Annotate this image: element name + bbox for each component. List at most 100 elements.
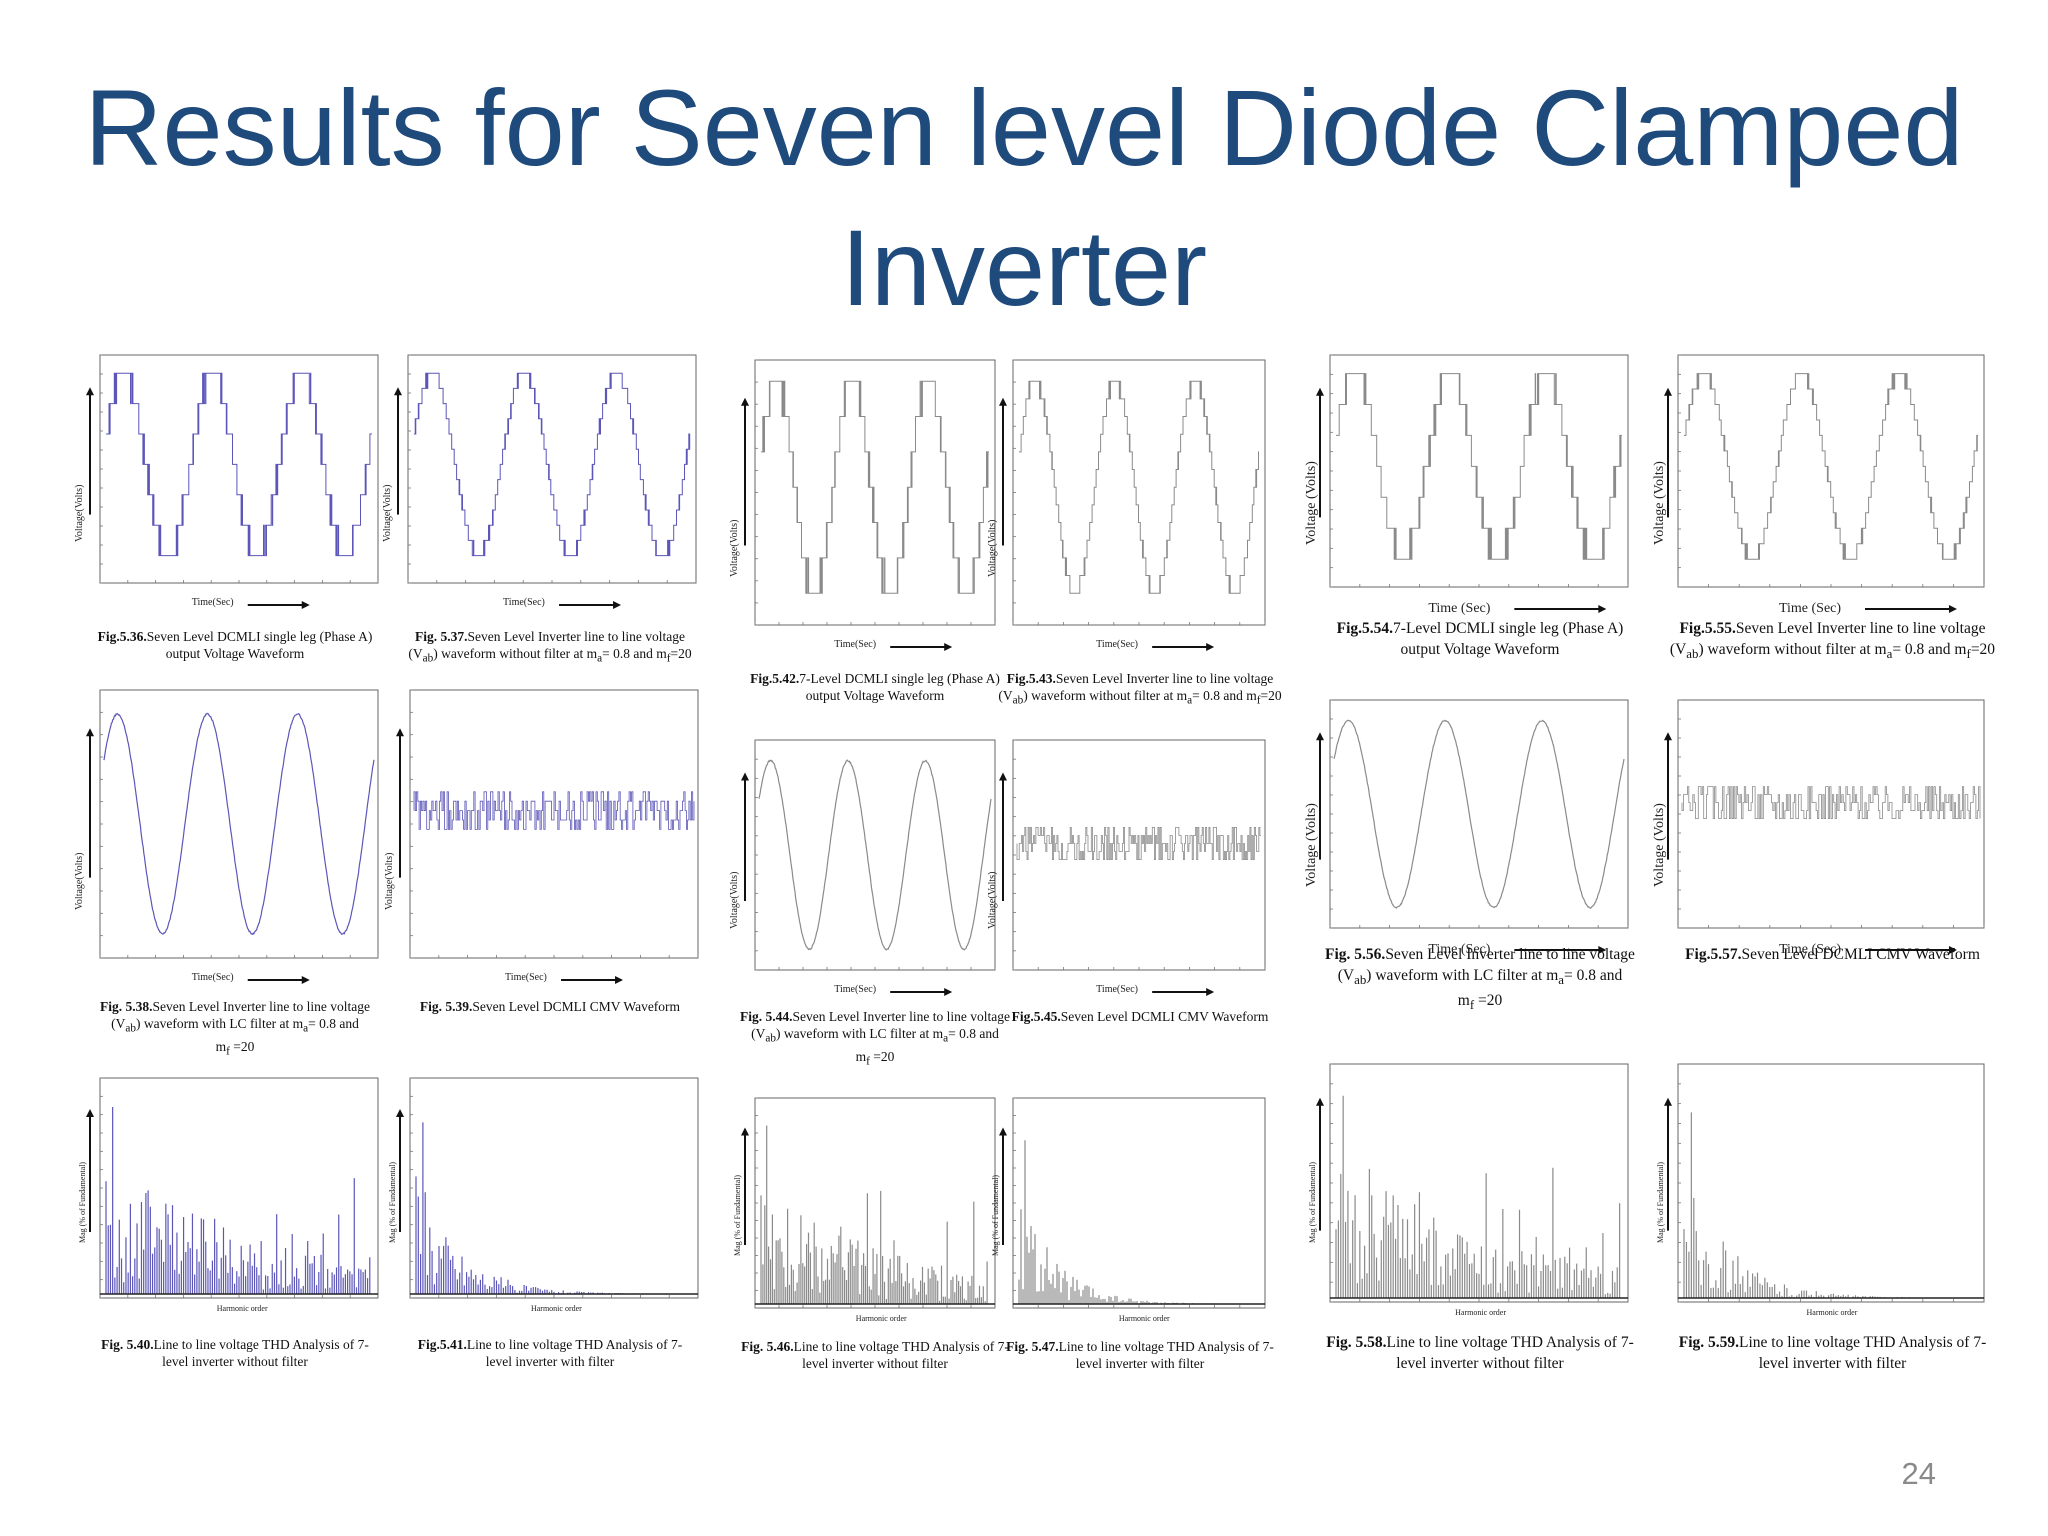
plot-frame bbox=[1329, 699, 1629, 929]
plot-5-46 bbox=[741, 1097, 996, 1309]
figure-5-41: Harmonic order Mag (% of Fundamental) bbox=[382, 1070, 710, 1340]
plot-5-42 bbox=[741, 359, 996, 651]
plot-5-41 bbox=[396, 1077, 699, 1299]
plot-frame bbox=[1012, 359, 1266, 626]
y-axis-label: Voltage(Volts) bbox=[729, 519, 740, 578]
waveform bbox=[1336, 373, 1622, 560]
caption-5-57: Fig.5.57.Seven Level DCMLI CMV Waveform bbox=[1685, 946, 1980, 963]
x-axis-label: Time (Sec) bbox=[1778, 942, 1842, 957]
figure-5-40: Harmonic order Mag (% of Fundamental) bbox=[72, 1070, 390, 1340]
plot-5-55 bbox=[1664, 354, 1985, 613]
y-axis-label: Voltage(Volts) bbox=[987, 871, 998, 929]
caption-5-43: Fig.5.43.Seven Level Inverter line to li… bbox=[998, 671, 1282, 707]
x-axis-label: Time(Sec) bbox=[1096, 639, 1139, 650]
y-axis-label: Mag (% of Fundamental) bbox=[733, 1174, 742, 1256]
caption-5-40: Fig. 5.40.Line to line voltage THD Analy… bbox=[101, 1337, 369, 1369]
y-axis-label: Voltage (Volts) bbox=[1652, 461, 1667, 546]
caption-5-54: Fig.5.54.7-Level DCMLI single leg (Phase… bbox=[1336, 620, 1624, 658]
waveform bbox=[761, 380, 989, 594]
figure-5-46: Harmonic order Mag (% of Fundamental) bbox=[727, 1090, 1007, 1350]
caption-5-47: Fig. 5.47.Line to line voltage THD Analy… bbox=[1006, 1339, 1274, 1371]
plot-frame bbox=[754, 739, 996, 971]
caption-5-37: Fig. 5.37.Seven Level Inverter line to l… bbox=[408, 629, 692, 665]
plot-frame bbox=[1012, 1097, 1266, 1309]
x-axis-label: Time(Sec) bbox=[834, 984, 877, 995]
x-axis-label: Time(Sec) bbox=[191, 597, 234, 608]
caption-5-41: Fig.5.41.Line to line voltage THD Analys… bbox=[417, 1337, 683, 1369]
caption-5-42: Fig.5.42.7-Level DCMLI single leg (Phase… bbox=[750, 671, 1000, 703]
plot-frame bbox=[1677, 354, 1985, 588]
caption-5-59: Fig. 5.59.Line to line voltage THD Analy… bbox=[1678, 1334, 1987, 1372]
y-axis-label: Mag (% of Fundamental) bbox=[991, 1174, 1000, 1256]
x-axis-label: Time (Sec) bbox=[1778, 601, 1842, 616]
waveform bbox=[1684, 373, 1978, 560]
x-axis-label: Time(Sec) bbox=[1096, 984, 1139, 995]
plot-5-54 bbox=[1316, 354, 1629, 613]
figure-5-44: Time(Sec) Voltage(Volts) bbox=[727, 732, 1007, 1012]
plot-5-39 bbox=[396, 689, 699, 984]
plot-5-56 bbox=[1316, 699, 1629, 954]
waveform bbox=[1019, 380, 1259, 594]
plot-5-37 bbox=[394, 354, 697, 609]
caption-5-45: Fig.5.45.Seven Level DCMLI CMV Waveform bbox=[1011, 1009, 1269, 1024]
plot-5-47 bbox=[999, 1097, 1266, 1309]
figure-5-37: Time(Sec) Voltage(Volts) bbox=[380, 347, 708, 625]
figure-5-58: Harmonic order Mag (% of Fundamental) bbox=[1302, 1056, 1640, 1344]
plot-5-43 bbox=[999, 359, 1266, 651]
x-axis-label: Harmonic order bbox=[1455, 1308, 1507, 1317]
waveform bbox=[413, 791, 695, 830]
plot-frame bbox=[409, 689, 699, 959]
x-axis-label: Time (Sec) bbox=[1428, 942, 1491, 957]
x-axis-label: Harmonic order bbox=[216, 1304, 268, 1313]
x-axis-label: Harmonic order bbox=[530, 1304, 582, 1313]
y-axis-label: Mag (% of Fundamental) bbox=[78, 1161, 87, 1243]
figure-5-47: Harmonic order Mag (% of Fundamental) bbox=[985, 1090, 1277, 1350]
plot-5-45 bbox=[999, 739, 1266, 996]
waveform bbox=[1016, 827, 1261, 860]
figure-5-45: Time(Sec) Voltage(Volts) bbox=[985, 732, 1277, 1012]
x-axis-label: Harmonic order bbox=[1806, 1308, 1858, 1317]
x-axis-label: Time(Sec) bbox=[505, 972, 547, 983]
y-axis-label: Voltage (Volts) bbox=[1304, 803, 1319, 887]
waveform bbox=[106, 372, 372, 557]
caption-5-44: Fig. 5.44.Seven Level Inverter line to l… bbox=[740, 1009, 1010, 1068]
figure-5-42: Time(Sec) Voltage(Volts) bbox=[727, 352, 1007, 667]
y-axis-label: Voltage(Volts) bbox=[987, 519, 998, 578]
figure-5-54: Time (Sec) Voltage (Volts) bbox=[1302, 347, 1640, 629]
y-axis-label: Voltage (Volts) bbox=[1652, 803, 1667, 887]
y-axis-label: Mag (% of Fundamental) bbox=[1656, 1161, 1665, 1243]
plot-5-44 bbox=[741, 739, 996, 996]
plot-frame bbox=[99, 689, 379, 959]
plot-5-36 bbox=[86, 354, 379, 609]
x-axis-label: Time(Sec) bbox=[834, 639, 877, 650]
waveform bbox=[1681, 786, 1981, 819]
waveform bbox=[758, 759, 992, 951]
figure-5-36: Time(Sec) Voltage(Volts) bbox=[72, 347, 390, 625]
page-number: 24 bbox=[1901, 1456, 1936, 1491]
x-axis-label: Harmonic order bbox=[855, 1314, 907, 1323]
y-axis-label: Voltage(Volts) bbox=[382, 484, 393, 542]
x-axis-label: Time (Sec) bbox=[1428, 601, 1491, 616]
figure-5-55: Time (Sec) Voltage (Volts) bbox=[1650, 347, 1996, 629]
figure-5-57: Time (Sec) Voltage (Volts) bbox=[1650, 692, 1996, 970]
caption-5-56: Fig. 5.56.Seven Level Inverter line to l… bbox=[1325, 946, 1635, 1013]
waveform bbox=[1333, 719, 1625, 909]
plot-5-40 bbox=[86, 1077, 379, 1299]
y-axis-label: Voltage(Volts) bbox=[384, 852, 395, 910]
figure-5-39: Time(Sec) Voltage(Volts) bbox=[382, 682, 710, 1000]
figure-5-43: Time(Sec) Voltage(Volts) bbox=[985, 352, 1277, 667]
caption-5-55: Fig.5.55.Seven Level Inverter line to li… bbox=[1669, 620, 1996, 662]
y-axis-label: Voltage (Volts) bbox=[1304, 461, 1319, 546]
waveform bbox=[103, 712, 375, 936]
y-axis-label: Mag (% of Fundamental) bbox=[1308, 1161, 1317, 1243]
plot-5-58 bbox=[1316, 1063, 1629, 1303]
figure-5-38: Time(Sec) Voltage(Volts) bbox=[72, 682, 390, 1000]
y-axis-label: Voltage(Volts) bbox=[74, 852, 85, 910]
caption-5-58: Fig. 5.58.Line to line voltage THD Analy… bbox=[1326, 1334, 1634, 1372]
plot-5-57 bbox=[1664, 699, 1985, 954]
plot-frame bbox=[1677, 1063, 1985, 1303]
plot-5-38 bbox=[86, 689, 379, 984]
caption-5-39: Fig. 5.39.Seven Level DCMLI CMV Waveform bbox=[419, 999, 681, 1014]
slide-title-line2: Inverter bbox=[840, 207, 1208, 328]
plot-5-59 bbox=[1664, 1063, 1985, 1303]
